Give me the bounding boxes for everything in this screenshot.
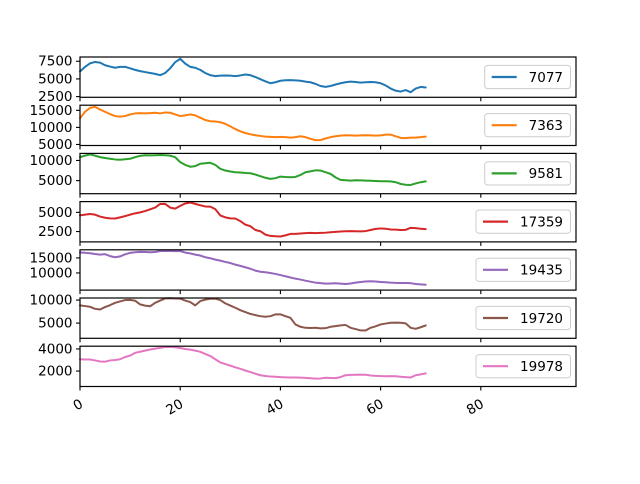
legend-label: 7077 xyxy=(529,70,563,86)
legend-box xyxy=(475,354,571,379)
y-tick-label: 5000 xyxy=(38,71,72,87)
line-series-7077 xyxy=(79,57,427,94)
legend-9581: 9581 xyxy=(484,161,572,186)
legend-7077: 7077 xyxy=(484,64,572,90)
axes-spines xyxy=(79,152,577,195)
legend-label: 19720 xyxy=(520,311,563,327)
legend-label: 19978 xyxy=(520,359,563,375)
y-tick-label: 2000 xyxy=(38,364,72,380)
y-tick-label: 7500 xyxy=(38,54,72,70)
legend-19978: 19978 xyxy=(475,354,571,379)
subplot-19720: 5000 10000 19720 xyxy=(30,293,577,343)
y-tick-label: 5000 xyxy=(38,173,72,189)
y-tick-label: 15000 xyxy=(30,103,73,119)
legend-19435: 19435 xyxy=(475,257,571,282)
y-tick-label: 4000 xyxy=(38,341,72,357)
legend-box xyxy=(484,161,572,186)
axes-spines xyxy=(79,56,577,98)
subplot-17359: 2500 5000 17359 xyxy=(38,201,577,246)
axes-spines xyxy=(79,345,577,388)
x-tick-label: 60 xyxy=(364,396,387,418)
axes-spines xyxy=(79,201,577,243)
y-tick-label: 15000 xyxy=(30,250,73,266)
y-tick-label: 5000 xyxy=(38,137,72,153)
axes-spines xyxy=(79,249,577,291)
axes-spines xyxy=(79,104,577,147)
legend-box xyxy=(484,64,572,90)
legend-box xyxy=(484,113,572,138)
line-series-19720 xyxy=(79,297,427,332)
legend-label: 17359 xyxy=(520,214,563,230)
legend-box xyxy=(475,209,571,234)
legend-label: 19435 xyxy=(520,263,563,279)
line-series-19435 xyxy=(79,249,427,286)
subplot-9581: 5000 10000 9581 xyxy=(30,152,577,198)
y-tick-label: 10000 xyxy=(30,265,73,281)
line-series-17359 xyxy=(79,201,427,238)
legend-box xyxy=(475,257,571,282)
legend-19720: 19720 xyxy=(475,305,571,331)
y-tick-label: 2500 xyxy=(38,89,72,105)
x-tick-label: 20 xyxy=(163,396,186,418)
legend-box xyxy=(475,305,571,331)
y-tick-label: 10000 xyxy=(30,120,73,136)
axes-spines xyxy=(79,297,577,339)
x-tick-label: 40 xyxy=(264,396,287,418)
x-tick-label: 80 xyxy=(464,396,487,418)
y-tick-label: 10000 xyxy=(30,153,73,169)
y-tick-label: 5000 xyxy=(38,316,72,332)
legend-17359: 17359 xyxy=(475,209,571,234)
legend-7363: 7363 xyxy=(484,113,572,138)
legend-label: 7363 xyxy=(529,118,563,134)
y-tick-label: 2500 xyxy=(38,224,72,240)
legend-label: 9581 xyxy=(529,166,563,182)
y-tick-label: 5000 xyxy=(38,205,72,221)
line-series-9581 xyxy=(79,153,427,186)
line-series-19978 xyxy=(79,345,427,380)
y-tick-label: 10000 xyxy=(30,293,73,309)
line-series-7363 xyxy=(79,105,427,142)
